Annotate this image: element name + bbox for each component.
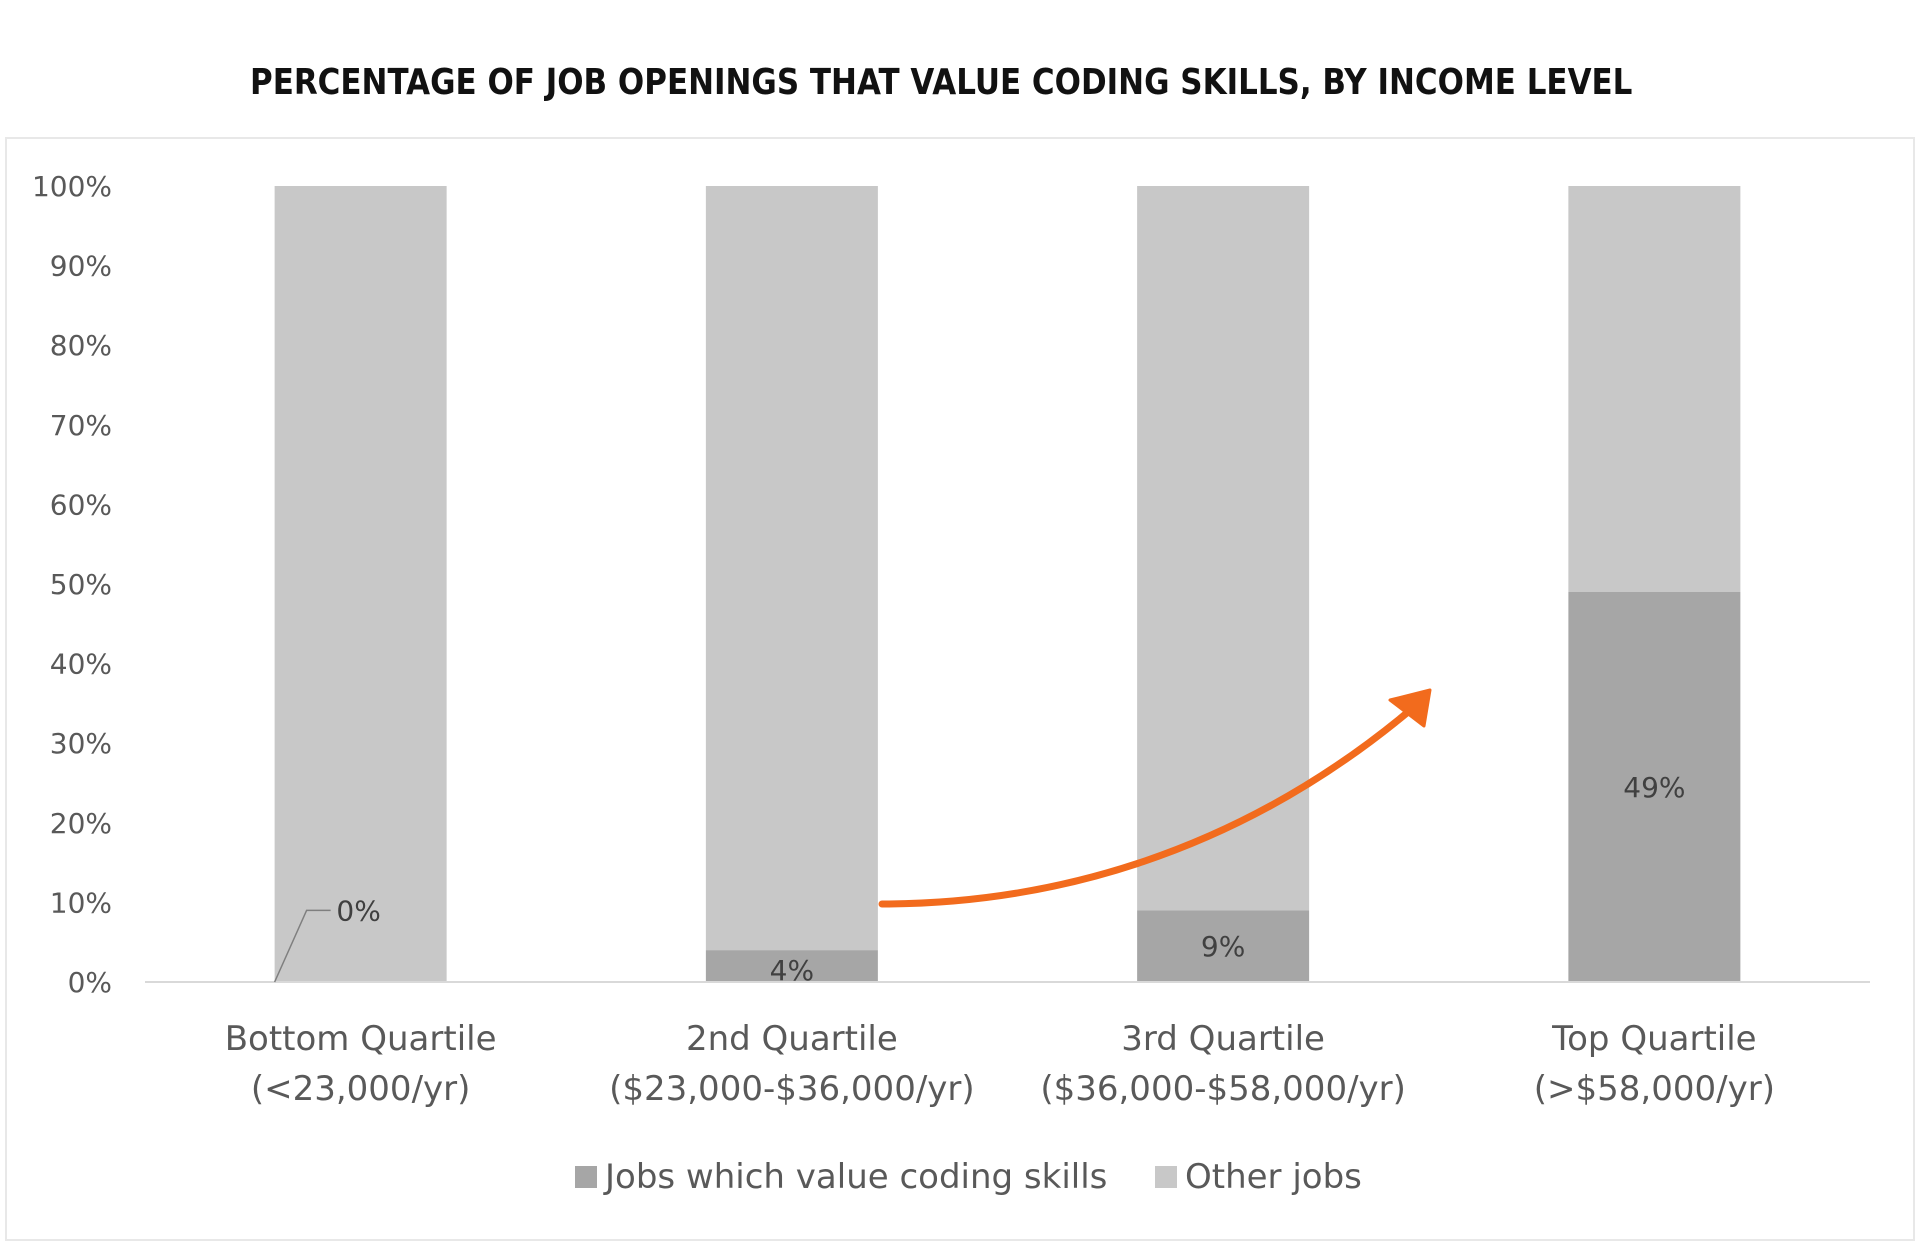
trend-arrow bbox=[878, 688, 1432, 908]
legend-label-other: Other jobs bbox=[1185, 1157, 1362, 1197]
y-tick-label: 50% bbox=[50, 568, 112, 601]
legend-swatch-other bbox=[1155, 1166, 1177, 1188]
y-tick-label: 0% bbox=[68, 966, 112, 999]
bar-other-jobs bbox=[274, 186, 447, 982]
bars-group bbox=[274, 186, 1741, 982]
category-label: 2nd Quartile bbox=[686, 1019, 898, 1059]
bar-coding-jobs bbox=[1568, 591, 1741, 982]
category-label: ($36,000-$58,000/yr) bbox=[1040, 1069, 1406, 1109]
bar-coding-jobs bbox=[1137, 910, 1310, 982]
y-tick-label: 100% bbox=[32, 170, 112, 203]
bar-other-jobs bbox=[705, 186, 878, 951]
bar-coding-jobs bbox=[705, 950, 878, 982]
arrow-head bbox=[1388, 688, 1432, 728]
arrow-shaft bbox=[878, 708, 1412, 908]
data-labels-group: 0% 4% 9% 49% bbox=[336, 771, 1685, 987]
data-label-leader bbox=[273, 909, 331, 983]
category-label: (>$58,000/yr) bbox=[1534, 1069, 1775, 1109]
y-axis-tick-labels: 0% 10% 20% 30% 40% 50% 60% 70% 80% 90% 100% bbox=[32, 170, 112, 999]
category-label: (<23,000/yr) bbox=[251, 1069, 471, 1109]
bar-other-jobs bbox=[1568, 186, 1741, 592]
y-tick-label: 90% bbox=[50, 250, 112, 283]
data-label: 0% bbox=[336, 894, 380, 927]
chart-title: PERCENTAGE OF JOB OPENINGS THAT VALUE CO… bbox=[250, 62, 1633, 103]
legend-label-coding: Jobs which value coding skills bbox=[603, 1157, 1107, 1197]
legend: Jobs which value coding skills Other jobs bbox=[575, 1157, 1362, 1197]
category-label: 3rd Quartile bbox=[1121, 1019, 1325, 1059]
data-label: 9% bbox=[1201, 930, 1245, 963]
y-tick-label: 30% bbox=[50, 727, 112, 760]
category-label: ($23,000-$36,000/yr) bbox=[609, 1069, 975, 1109]
y-tick-label: 10% bbox=[50, 886, 112, 919]
category-labels-group: Bottom Quartile (<23,000/yr) 2nd Quartile (… bbox=[225, 1019, 1775, 1109]
data-label: 49% bbox=[1623, 771, 1685, 804]
bar-other-jobs bbox=[1137, 186, 1310, 911]
category-label: Top Quartile bbox=[1551, 1019, 1756, 1059]
legend-swatch-coding bbox=[575, 1166, 597, 1188]
y-tick-label: 20% bbox=[50, 807, 112, 840]
y-tick-label: 70% bbox=[50, 409, 112, 442]
leader-line bbox=[273, 909, 331, 983]
category-label: Bottom Quartile bbox=[225, 1019, 497, 1059]
y-tick-label: 80% bbox=[50, 329, 112, 362]
y-tick-label: 40% bbox=[50, 648, 112, 681]
y-tick-label: 60% bbox=[50, 488, 112, 521]
chart-frame bbox=[5, 137, 1915, 1241]
data-label: 4% bbox=[770, 954, 814, 987]
